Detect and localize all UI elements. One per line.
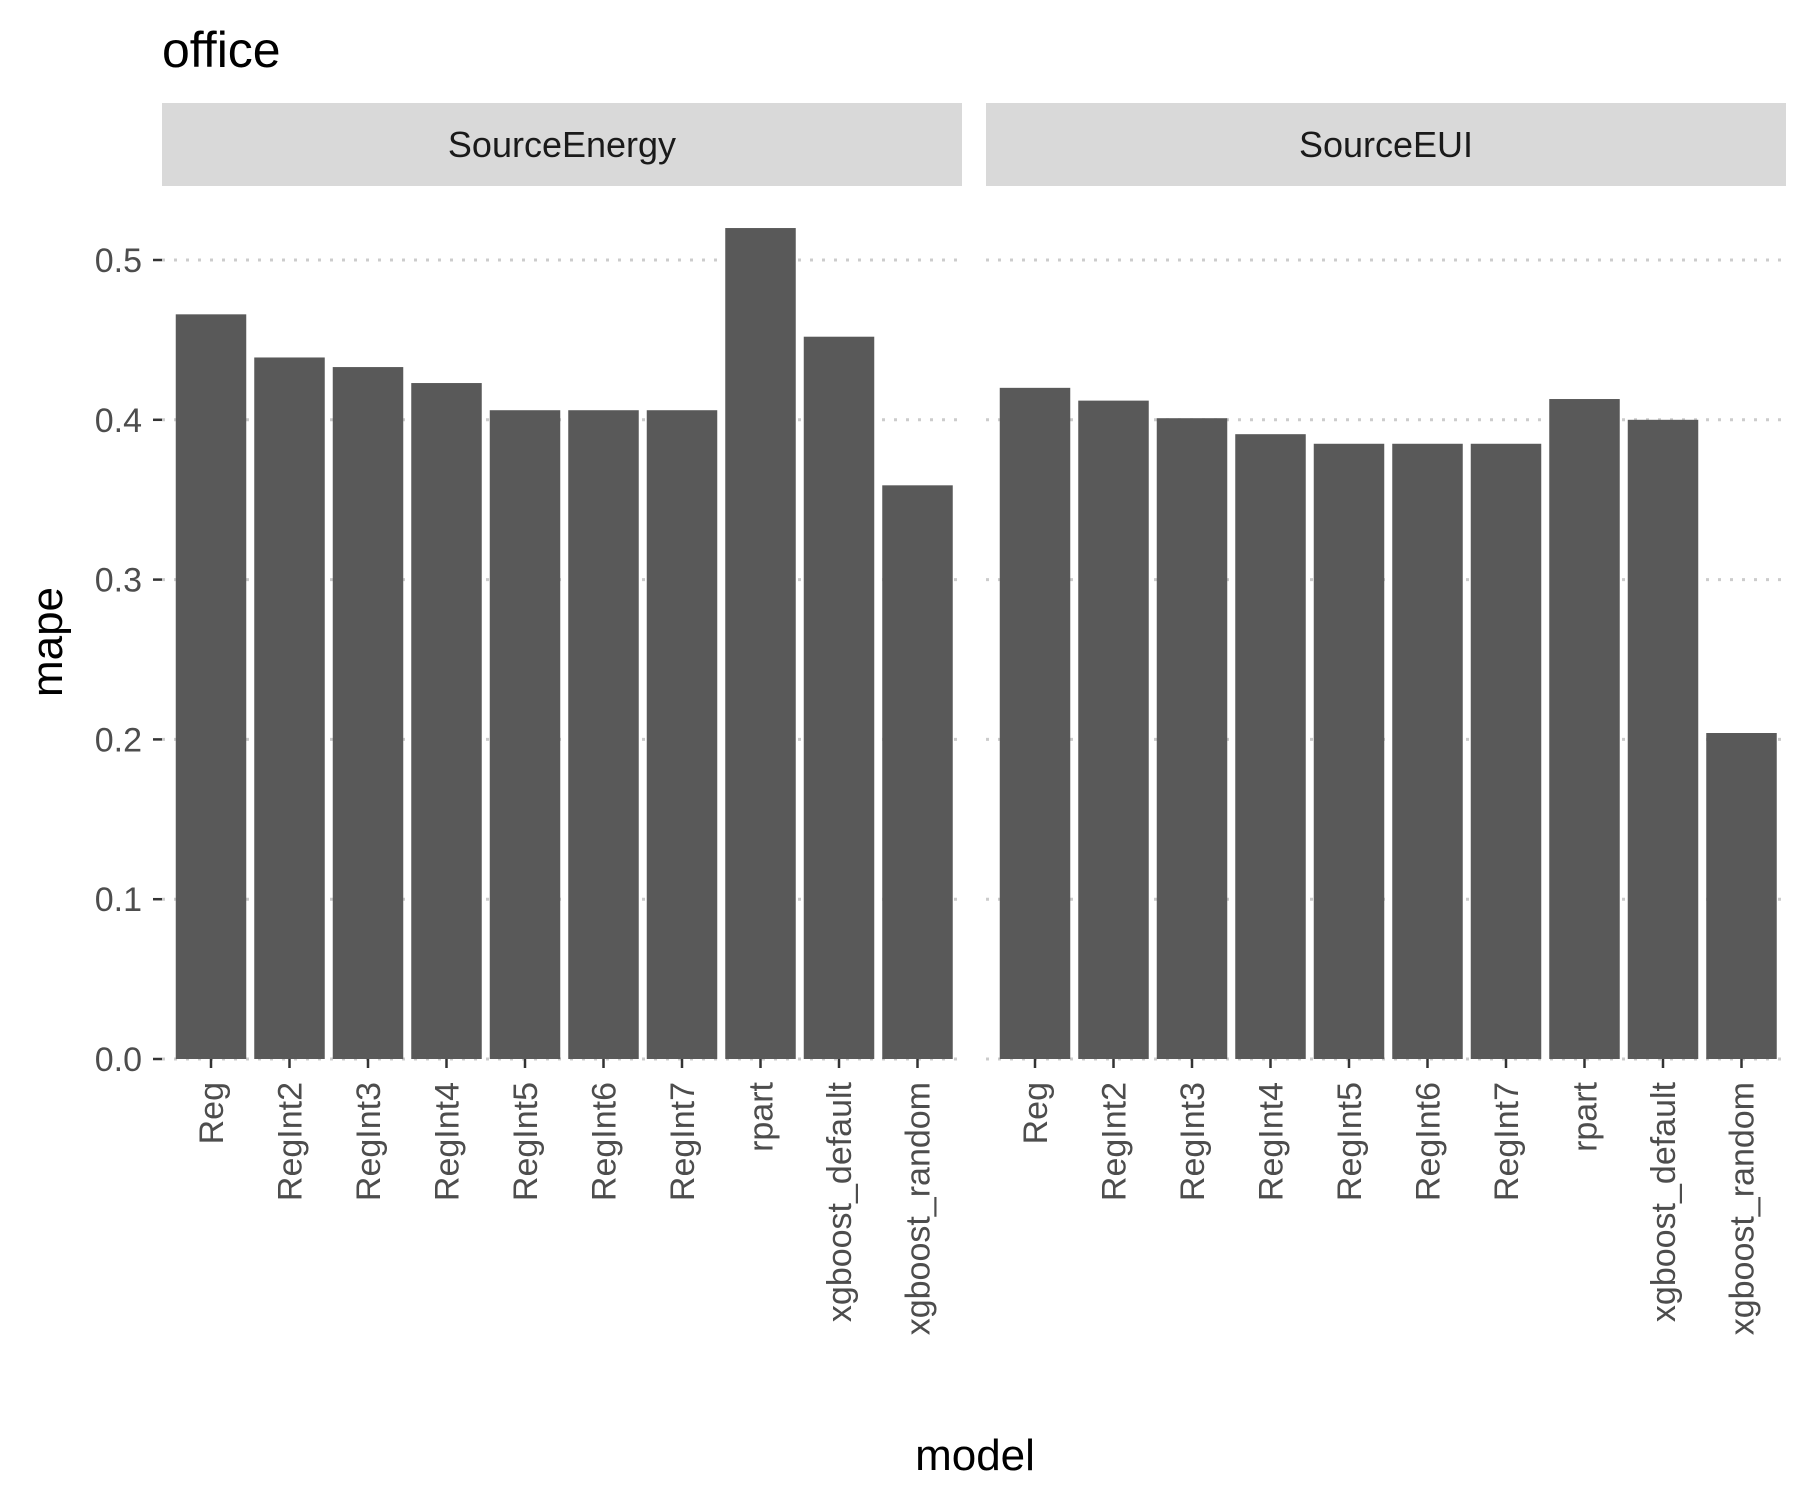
x-axis-title: model bbox=[915, 1431, 1035, 1480]
bar-regint2 bbox=[254, 357, 325, 1059]
bar-regint3 bbox=[332, 367, 404, 1059]
panels-layer: SourceEnergy Reg RegInt2 RegInt3 RegInt4 RegI… bbox=[162, 103, 1786, 1335]
x-tick-label: RegInt4 bbox=[1253, 1082, 1291, 1201]
bar-xgboost_random bbox=[882, 485, 953, 1059]
y-axis-title: mape bbox=[23, 587, 72, 697]
bar-rpart bbox=[725, 228, 796, 1060]
x-tick-label: RegInt4 bbox=[429, 1082, 467, 1201]
x-tick-label: RegInt2 bbox=[272, 1082, 310, 1201]
x-tick-label: xgboost_default bbox=[1645, 1081, 1683, 1322]
facet-strip bbox=[162, 103, 962, 186]
bar-regint7 bbox=[1470, 443, 1542, 1059]
bar-regint5 bbox=[1313, 443, 1385, 1059]
x-tick-label: RegInt7 bbox=[664, 1082, 702, 1201]
x-tick-label: RegInt5 bbox=[1331, 1082, 1369, 1201]
bar-rpart bbox=[1549, 399, 1620, 1059]
x-tick-label: RegInt5 bbox=[507, 1082, 545, 1201]
x-tick-label: xgboost_random bbox=[900, 1082, 938, 1335]
bar-reg bbox=[999, 387, 1071, 1060]
bar-regint6 bbox=[1392, 443, 1463, 1059]
facet-strip bbox=[986, 103, 1786, 186]
bar-xgboost_random bbox=[1706, 733, 1777, 1059]
y-tick-label: 0.2 bbox=[95, 721, 142, 759]
bar-regint7 bbox=[646, 410, 718, 1059]
bar-regint3 bbox=[1156, 418, 1228, 1059]
y-tick-label: 0.4 bbox=[95, 402, 142, 440]
y-tick-label: 0.1 bbox=[95, 881, 142, 919]
y-axis: 0.0 0.1 0.2 0.3 0.4 0.5 bbox=[95, 242, 162, 1079]
x-tick-label: xgboost_default bbox=[821, 1081, 859, 1322]
x-tick-label: RegInt6 bbox=[586, 1082, 624, 1201]
x-tick-label: Reg bbox=[1017, 1082, 1055, 1144]
bar-xgboost_default bbox=[803, 336, 875, 1060]
chart-title: office bbox=[162, 22, 281, 78]
bar-regint5 bbox=[489, 410, 561, 1059]
bar-reg bbox=[175, 314, 247, 1059]
bar-regint2 bbox=[1078, 400, 1149, 1059]
facet-strip-label: SourceEnergy bbox=[448, 124, 676, 165]
y-tick-label: 0.5 bbox=[95, 242, 142, 280]
x-tick-label: xgboost_random bbox=[1724, 1082, 1762, 1335]
x-tick-label: rpart bbox=[743, 1081, 781, 1151]
facet-strip-label: SourceEUI bbox=[1299, 124, 1473, 165]
x-tick-label: rpart bbox=[1567, 1081, 1605, 1151]
y-tick-label: 0.0 bbox=[95, 1041, 142, 1079]
x-tick-label: RegInt3 bbox=[1174, 1082, 1212, 1201]
bar-regint4 bbox=[1235, 434, 1306, 1059]
bar-xgboost_default bbox=[1627, 419, 1699, 1059]
x-tick-label: Reg bbox=[193, 1082, 231, 1144]
y-tick-label: 0.3 bbox=[95, 562, 142, 600]
x-tick-label: RegInt7 bbox=[1488, 1082, 1526, 1201]
x-tick-label: RegInt6 bbox=[1410, 1082, 1448, 1201]
bar-regint6 bbox=[568, 410, 639, 1059]
bar-regint4 bbox=[411, 383, 482, 1059]
panel-sourceeui: SourceEUI Reg RegInt2 RegInt3 RegInt4 RegInt5… bbox=[986, 103, 1786, 1335]
panel-sourceenergy: SourceEnergy Reg RegInt2 RegInt3 RegInt4 RegI… bbox=[162, 103, 962, 1335]
x-tick-label: RegInt3 bbox=[350, 1082, 388, 1201]
x-tick-label: RegInt2 bbox=[1096, 1082, 1134, 1201]
